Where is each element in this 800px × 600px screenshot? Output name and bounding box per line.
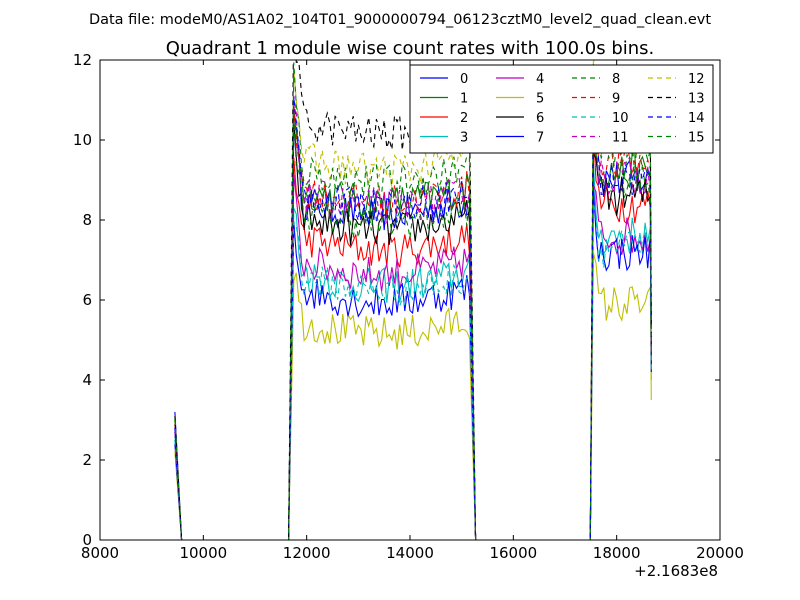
x-axis: 8000 10000 12000 14000 16000 18000 20000 bbox=[81, 60, 744, 562]
x-tick-label: 12000 bbox=[283, 544, 331, 562]
y-tick-label: 4 bbox=[82, 371, 92, 389]
legend-label: 8 bbox=[612, 72, 620, 87]
legend-label: 13 bbox=[688, 92, 705, 107]
series-line-0 bbox=[174, 117, 652, 540]
legend-label: 9 bbox=[612, 92, 620, 107]
legend-label: 15 bbox=[688, 131, 705, 146]
chart-title: Quadrant 1 module wise count rates with … bbox=[166, 38, 655, 59]
legend-label: 2 bbox=[460, 111, 468, 126]
x-tick-label: 16000 bbox=[489, 544, 537, 562]
legend-label: 4 bbox=[536, 72, 544, 87]
series-line-14 bbox=[174, 96, 652, 540]
series-line-2 bbox=[174, 125, 652, 540]
y-tick-label: 8 bbox=[82, 211, 92, 229]
data-file-header: Data file: modeM0/AS1A02_104T01_90000007… bbox=[89, 12, 711, 28]
legend-label: 11 bbox=[612, 131, 629, 146]
series-line-3 bbox=[174, 162, 652, 540]
x-tick-label: 14000 bbox=[386, 544, 434, 562]
x-tick-label: 18000 bbox=[593, 544, 641, 562]
series-line-7 bbox=[174, 187, 652, 540]
x-offset-label: +2.1683e8 bbox=[634, 562, 718, 580]
series-line-10 bbox=[174, 203, 652, 540]
y-tick-label: 12 bbox=[73, 51, 92, 69]
series-line-5 bbox=[174, 252, 652, 540]
x-tick-label: 20000 bbox=[696, 544, 744, 562]
series-line-11 bbox=[174, 95, 652, 540]
legend-label: 3 bbox=[460, 131, 468, 146]
series-line-4 bbox=[174, 174, 652, 540]
x-tick-label: 10000 bbox=[179, 544, 227, 562]
y-tick-label: 2 bbox=[82, 451, 92, 469]
legend-label: 10 bbox=[612, 111, 629, 126]
y-tick-label: 6 bbox=[82, 291, 92, 309]
series-line-6 bbox=[174, 118, 652, 540]
x-tick-label: 8000 bbox=[81, 544, 119, 562]
legend-box bbox=[409, 64, 714, 154]
legend-label: 1 bbox=[460, 92, 468, 107]
legend-label: 5 bbox=[536, 92, 544, 107]
y-tick-label: 10 bbox=[73, 131, 92, 149]
legend-label: 7 bbox=[536, 131, 544, 146]
legend-label: 14 bbox=[688, 111, 705, 126]
legend-label: 6 bbox=[536, 111, 544, 126]
legend-label: 0 bbox=[460, 72, 468, 87]
legend-label: 12 bbox=[688, 72, 705, 87]
series-line-12 bbox=[174, 60, 652, 540]
y-tick-label: 0 bbox=[82, 531, 92, 549]
